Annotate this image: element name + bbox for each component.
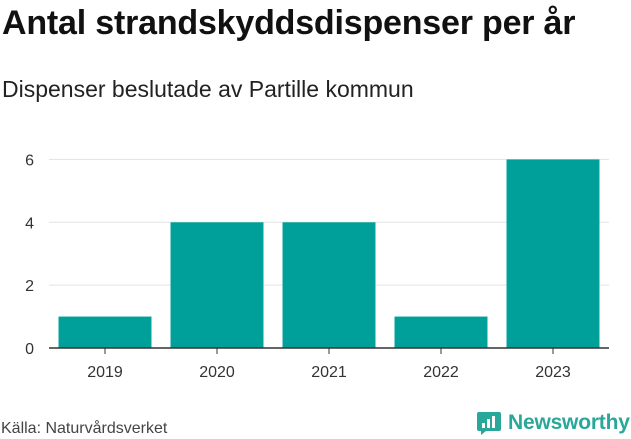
x-tick-label: 2022 (423, 364, 459, 381)
bars (58, 159, 600, 348)
y-tick-label: 6 (25, 152, 34, 169)
bar-2022[interactable] (394, 316, 488, 348)
y-tick-label: 2 (25, 278, 34, 295)
x-tick-label: 2023 (535, 364, 571, 381)
bar-2020[interactable] (170, 222, 264, 348)
tick-labels: 0 2 4 6 2019 2020 2021 2022 2023 (25, 152, 571, 381)
y-tick-label: 0 (25, 341, 34, 358)
chart-title: Antal strandskyddsdispenser per år (2, 4, 576, 42)
x-tick-label: 2020 (199, 364, 235, 381)
bar-chart: 0 2 4 6 2019 2020 2021 2022 2023 (25, 152, 609, 381)
x-tick-label: 2019 (87, 364, 123, 381)
newsworthy-logo-icon (477, 412, 501, 435)
x-tick-label: 2021 (311, 364, 347, 381)
bar-2023[interactable] (506, 159, 600, 348)
source-note: Källa: Naturvårdsverket (1, 420, 168, 437)
bar-2019[interactable] (58, 316, 152, 348)
chart-subtitle: Dispenser beslutade av Partille kommun (2, 76, 414, 102)
bar-2021[interactable] (282, 222, 376, 348)
brand-logo[interactable]: Newsworthy (476, 408, 630, 438)
y-tick-label: 4 (25, 215, 34, 232)
brand-name: Newsworthy (508, 411, 630, 434)
axes (49, 347, 609, 354)
